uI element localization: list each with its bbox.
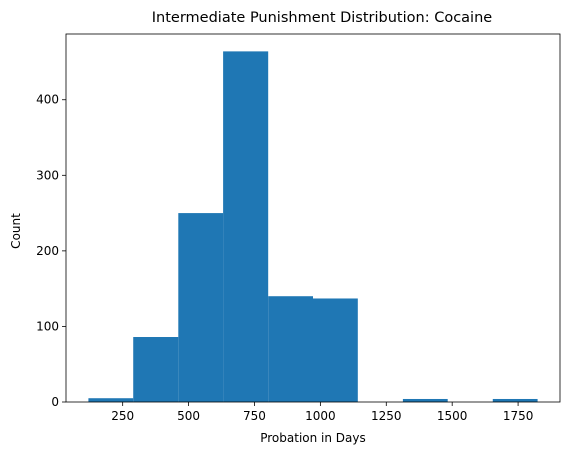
bars-group [88, 51, 538, 402]
histogram-bar [492, 398, 538, 402]
histogram-bar [178, 213, 224, 402]
x-axis-ticks: 250 500 750 1000 1250 1500 1750 [111, 402, 533, 423]
y-axis-ticks: 0 100 200 300 400 [36, 93, 66, 409]
histogram-bar [223, 51, 269, 402]
histogram-bar [313, 298, 358, 402]
y-tick-label: 100 [36, 319, 59, 333]
histogram-bar [88, 398, 134, 402]
y-tick-label: 200 [36, 244, 59, 258]
y-tick-label: 0 [51, 395, 59, 409]
chart-title: Intermediate Punishment Distribution: Co… [152, 10, 492, 26]
x-tick-label: 1500 [437, 409, 468, 423]
y-tick-label: 300 [36, 168, 59, 182]
histogram-bar [402, 398, 448, 402]
x-axis-label: Probation in Days [260, 431, 366, 445]
histogram-bar [133, 337, 179, 402]
x-tick-label: 1250 [371, 409, 402, 423]
y-tick-label: 400 [36, 93, 59, 107]
x-tick-label: 250 [111, 409, 134, 423]
x-tick-label: 500 [177, 409, 200, 423]
plot-frame [65, 33, 561, 403]
x-tick-label: 1750 [503, 409, 534, 423]
histogram-bar [268, 296, 313, 402]
y-axis-label: Count [9, 213, 23, 249]
x-tick-label: 1000 [305, 409, 336, 423]
x-tick-label: 750 [243, 409, 266, 423]
